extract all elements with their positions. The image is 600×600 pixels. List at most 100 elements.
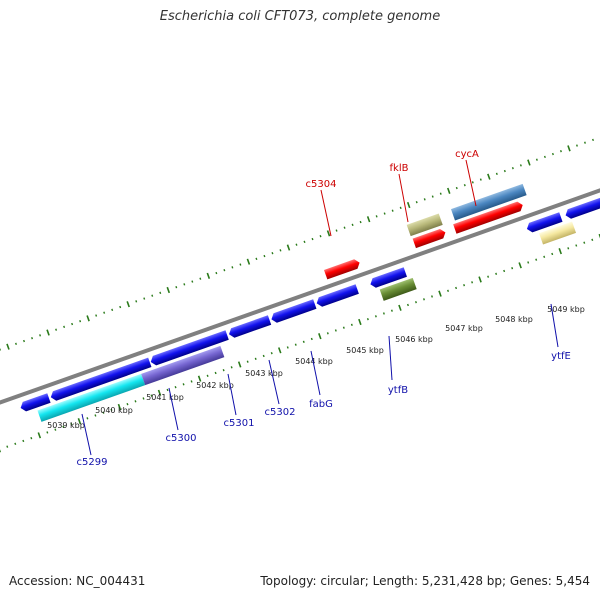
outer-ring-minor-tick [472,181,473,183]
inner-ring-minor-tick [271,352,272,354]
gene-label-c5301[interactable]: c5301 [224,418,255,429]
outer-ring-minor-tick [561,150,562,152]
inner-ring-minor-tick [327,332,328,334]
outer-ring-minor-tick [553,153,554,155]
leader-c5299 [82,414,91,455]
outer-ring-major-tick [328,231,330,237]
outer-ring-minor-tick [360,221,361,223]
outer-ring-minor-tick [497,173,498,175]
inner-ring-minor-tick [576,245,577,247]
outer-ring-minor-tick [200,278,201,280]
inner-ring-minor-tick [416,301,417,303]
inner-ring-minor-tick [255,358,256,360]
inner-ring-minor-tick [392,310,393,312]
scale-label: 5042 kbp [196,381,234,390]
inner-ring-minor-tick [175,386,176,388]
inner-ring-minor-tick [295,344,296,346]
outer-ring-minor-tick [160,292,161,294]
outer-ring-minor-tick [72,323,73,325]
gene-label-ytfE[interactable]: ytfE [551,351,571,362]
inner-ring-minor-tick [191,381,192,383]
gene-label-ytfB[interactable]: ytfB [388,385,408,396]
gene-label-c5300[interactable]: c5300 [166,433,197,444]
outer-ring-major-tick [488,174,490,180]
leader-cycA [466,160,476,206]
inner-ring-minor-tick [287,347,288,349]
gene-label-c5299[interactable]: c5299 [77,457,108,468]
outer-ring-minor-tick [32,337,33,339]
outer-ring-minor-tick [456,187,457,189]
outer-ring-major-tick [47,330,49,336]
genome-stats: Topology: circular; Length: 5,231,428 bp… [260,574,590,588]
inner-ring-minor-tick [456,287,457,289]
inner-ring-minor-tick [496,273,497,275]
outer-ring-minor-tick [577,145,578,147]
inner-ring-major-tick [359,319,361,325]
inner-ring-minor-tick [424,298,425,300]
outer-ring-minor-tick [96,315,97,317]
accession-label: Accession: NC_004431 [9,574,145,588]
outer-ring-minor-tick [392,210,393,212]
outer-ring-minor-tick [256,258,257,260]
outer-ring-major-tick [448,188,450,194]
gene-label-cycA[interactable]: cycA [455,149,479,160]
outer-ring-minor-tick [480,179,481,181]
inner-ring-major-tick [479,277,481,283]
inner-ring-minor-tick [15,443,16,445]
inner-ring-minor-tick [336,330,337,332]
inner-ring-major-tick [239,362,241,368]
inner-ring-minor-tick [408,304,409,306]
inner-ring-major-tick [319,333,321,339]
outer-ring-major-tick [408,202,410,208]
inner-ring-minor-tick [504,270,505,272]
outer-ring-minor-tick [464,184,465,186]
scale-label: 5048 kbp [495,315,533,324]
outer-ring-minor-tick [240,264,241,266]
inner-ring-minor-tick [352,324,353,326]
outer-ring-minor-tick [537,159,538,161]
scale-label: 5039 kbp [47,421,85,430]
inner-ring-minor-tick [368,318,369,320]
outer-ring-major-tick [247,259,249,265]
outer-ring-minor-tick [593,139,594,141]
outer-ring-minor-tick [176,286,177,288]
inner-ring-minor-tick [344,327,345,329]
outer-ring-major-tick [127,301,129,307]
outer-ring-minor-tick [224,269,225,271]
gene-label-c5302[interactable]: c5302 [265,407,296,418]
outer-ring-major-tick [568,146,570,152]
gene-label-fklB[interactable]: fklB [390,163,409,174]
inner-ring-minor-tick [592,239,593,241]
leader-fklB [399,174,408,222]
inner-ring-major-tick [519,262,521,268]
inner-ring-minor-tick [488,276,489,278]
gene-label-c5304[interactable]: c5304 [306,179,337,190]
inner-ring-minor-tick [87,417,88,419]
outer-ring-major-tick [167,287,169,293]
outer-ring-minor-tick [264,255,265,257]
outer-ring-minor-tick [344,227,345,229]
scale-label: 5045 kbp [346,346,384,355]
inner-ring-major-tick [279,347,281,353]
outer-ring-minor-tick [184,283,185,285]
scale-label: 5043 kbp [245,369,283,378]
outer-ring-major-tick [87,316,89,322]
gene-label-fabG[interactable]: fabG [309,399,333,410]
inner-ring-major-tick [559,248,561,254]
outer-ring-minor-tick [312,238,313,240]
outer-ring-minor-tick [232,266,233,268]
outer-ring-minor-tick [64,326,65,328]
leader-ytfB [389,336,392,380]
leader-c5304 [321,190,331,236]
inner-ring-minor-tick [536,259,537,261]
outer-ring-minor-tick [192,281,193,283]
inner-ring-minor-tick [512,267,513,269]
outer-ring-major-tick [368,216,370,222]
outer-ring-minor-tick [280,249,281,251]
inner-tick-ring [0,217,600,452]
inner-ring-minor-tick [303,341,304,343]
scale-label: 5046 kbp [395,335,433,344]
outer-ring-minor-tick [513,167,514,169]
inner-ring-minor-tick [568,247,569,249]
outer-ring-minor-tick [144,298,145,300]
